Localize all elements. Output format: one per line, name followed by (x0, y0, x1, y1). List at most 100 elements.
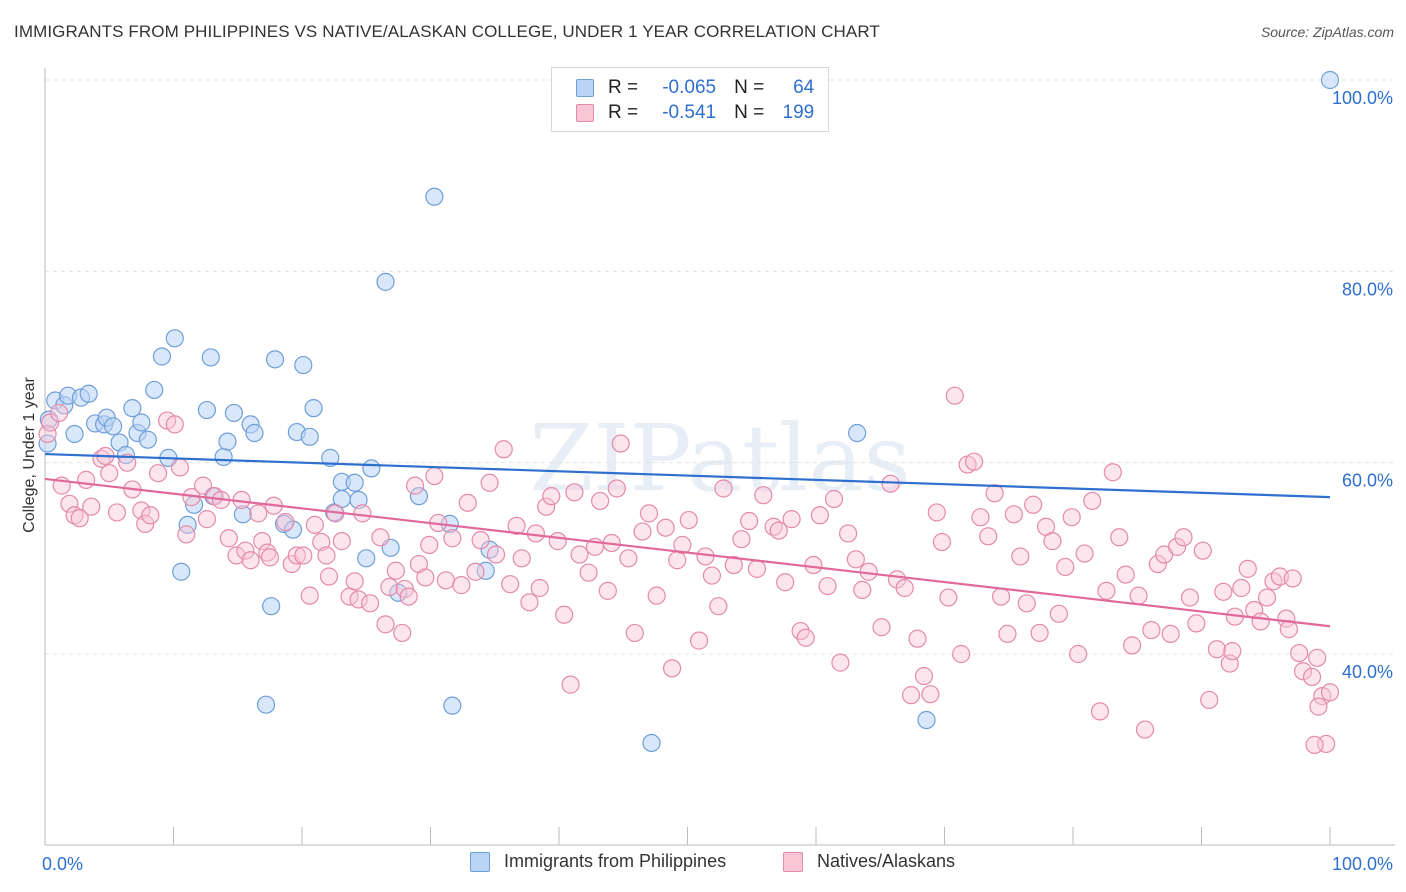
philippines-point (262, 597, 281, 616)
native-point (1017, 594, 1036, 613)
native-point (561, 675, 580, 694)
philippines-point (224, 403, 243, 423)
series-natives-points (38, 386, 1340, 754)
native-point (1123, 636, 1142, 655)
native-point (1097, 581, 1116, 600)
native-point (458, 493, 477, 512)
native-point (371, 528, 390, 547)
native-point (1011, 547, 1030, 566)
native-point (1238, 559, 1257, 578)
native-point (512, 549, 531, 568)
native-point (1103, 463, 1122, 482)
chart-title: IMMIGRANTS FROM PHILIPPINES VS NATIVE/AL… (14, 22, 880, 41)
native-point (724, 555, 743, 575)
native-point (420, 535, 439, 555)
native-point (1069, 644, 1088, 664)
native-point (494, 440, 513, 459)
philippines-point (201, 348, 220, 367)
philippines-point (79, 384, 98, 403)
philippines-point (376, 272, 395, 291)
native-point (1030, 623, 1049, 643)
native-point (565, 483, 584, 502)
native-point (1135, 720, 1155, 739)
philippines-point (116, 445, 136, 465)
native-point (1167, 537, 1187, 556)
native-point (881, 474, 900, 493)
native-point (249, 504, 268, 523)
r-label: R = (608, 102, 639, 123)
philippines-point (425, 187, 444, 206)
native-point (1283, 569, 1302, 588)
native-point (619, 549, 638, 568)
native-point (945, 386, 964, 405)
native-point (258, 543, 277, 562)
native-point (709, 597, 728, 616)
native-point (1004, 505, 1023, 524)
native-point (501, 575, 520, 594)
philippines-point (145, 380, 164, 400)
philippines-point (917, 710, 936, 730)
native-point (132, 501, 151, 520)
philippines-point (300, 427, 319, 446)
philippines-point (197, 400, 217, 420)
native-point (60, 494, 79, 513)
native-point (319, 567, 339, 586)
n-label: N = (734, 77, 765, 98)
legend-item-natives: Natives/Alaskans (783, 851, 955, 872)
native-point (241, 551, 260, 570)
native-point (380, 577, 399, 597)
philippines-point (214, 447, 233, 467)
native-point (148, 464, 168, 483)
philippines-point (65, 424, 84, 444)
native-point (276, 512, 295, 532)
philippines-point (245, 423, 264, 443)
native-point (839, 524, 858, 543)
philippines-point (443, 696, 462, 715)
native-point (1251, 612, 1270, 631)
native-point (118, 453, 137, 472)
native-point (107, 503, 127, 522)
native-point (77, 470, 96, 489)
native-point (480, 473, 499, 492)
native-point (818, 576, 837, 596)
native-point (831, 653, 850, 672)
native-point (1056, 557, 1075, 577)
native-point (65, 506, 84, 525)
native-point (555, 605, 574, 624)
native-point (998, 624, 1017, 644)
native-point (1200, 690, 1219, 710)
native-point (901, 686, 921, 705)
native-point (810, 506, 829, 525)
native-point (1174, 528, 1193, 547)
native-point (349, 590, 368, 609)
native-point (170, 458, 190, 477)
correlation-legend: R = -0.065 N = 64 R = -0.541 N = 199 (551, 67, 829, 132)
native-point (452, 576, 471, 595)
native-point (921, 685, 940, 704)
native-point (332, 532, 351, 551)
native-point (287, 546, 306, 565)
native-point (193, 476, 213, 495)
native-point (740, 511, 759, 531)
legend-item-philippines: Immigrants from Philippines (470, 851, 726, 872)
native-point (668, 551, 687, 570)
native-point (689, 631, 709, 650)
philippines-point (304, 399, 323, 418)
native-point (908, 629, 927, 648)
native-point (50, 403, 69, 423)
native-point (607, 479, 626, 498)
legend-swatch-blue (576, 79, 594, 97)
native-point (1083, 491, 1102, 511)
native-point (1320, 683, 1340, 702)
native-point (1142, 620, 1161, 640)
axes (44, 68, 1395, 846)
native-point (769, 521, 788, 540)
native-point (361, 594, 380, 613)
native-point (317, 546, 336, 565)
native-point (782, 510, 801, 529)
n-value: 199 (782, 102, 815, 123)
philippines-point (321, 448, 340, 467)
y-tick-label: 100.0% (1332, 88, 1393, 108)
philippines-point (848, 423, 867, 443)
native-point (579, 563, 598, 582)
